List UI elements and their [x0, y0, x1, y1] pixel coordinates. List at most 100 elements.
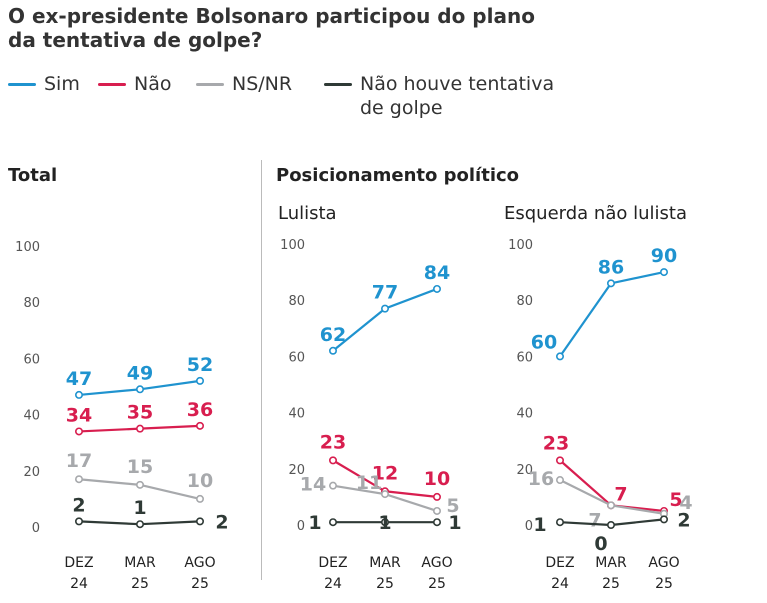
data-label: 1: [378, 512, 391, 534]
y-tick-label: 60: [516, 350, 533, 365]
x-tick-label: AGO: [184, 555, 215, 571]
y-tick-label: 40: [516, 407, 533, 422]
data-label: 1: [448, 512, 461, 534]
section-total: Total: [8, 165, 58, 186]
data-label: 10: [424, 468, 450, 490]
legend-swatch-nsnr: [196, 83, 224, 86]
data-point: [432, 506, 441, 515]
data-point: [196, 376, 205, 385]
data-point: [555, 352, 564, 361]
data-point: [196, 421, 205, 430]
x-tick-label-year: 25: [655, 576, 673, 592]
data-label: 23: [543, 432, 569, 454]
data-label: 47: [66, 368, 92, 390]
x-tick-label-year: 25: [602, 576, 620, 592]
data-point: [196, 517, 205, 526]
data-point: [606, 279, 615, 288]
y-tick-label: 100: [15, 240, 40, 255]
data-point: [196, 494, 205, 503]
x-tick-label-year: 24: [324, 576, 342, 592]
data-point: [75, 427, 84, 436]
y-tick-label: 0: [525, 519, 533, 534]
chart-title: O ex-presidente Bolsonaro participou do …: [8, 4, 535, 52]
data-point: [432, 284, 441, 293]
data-label: 62: [320, 324, 346, 346]
data-point: [555, 518, 564, 527]
y-tick-label: 20: [288, 463, 305, 478]
x-tick-label-year: 24: [70, 576, 88, 592]
y-tick-label: 80: [23, 296, 40, 311]
data-label: 36: [187, 399, 213, 421]
data-label: 0: [594, 533, 607, 555]
data-label: 7: [614, 483, 627, 505]
data-label: 86: [598, 256, 624, 278]
data-label: 90: [651, 245, 677, 267]
y-tick-label: 60: [288, 350, 305, 365]
data-point: [432, 518, 441, 527]
data-label: 10: [187, 470, 213, 492]
legend-label-sim: Sim: [44, 73, 80, 95]
y-tick-label: 20: [516, 463, 533, 478]
y-tick-label: 40: [288, 407, 305, 422]
data-label: 23: [320, 431, 346, 453]
data-label: 15: [127, 456, 153, 478]
data-point: [328, 481, 337, 490]
data-point: [606, 520, 615, 529]
data-label: 5: [669, 489, 682, 511]
y-tick-label: 80: [516, 294, 533, 309]
data-label: 5: [446, 495, 459, 517]
data-point: [432, 492, 441, 501]
x-tick-label: MAR: [369, 555, 401, 571]
data-point: [659, 268, 668, 277]
x-tick-label-year: 25: [131, 576, 149, 592]
legend-swatch-nao-houve: [324, 83, 352, 86]
data-point: [659, 515, 668, 524]
section-positioning: Posicionamento político: [276, 165, 520, 186]
data-label: 1: [308, 512, 321, 534]
data-label: 2: [215, 511, 228, 533]
x-tick-label: DEZ: [318, 555, 347, 571]
data-point: [328, 346, 337, 355]
x-tick-label: AGO: [648, 555, 679, 571]
data-label: 7: [588, 509, 601, 531]
data-label: 12: [372, 462, 398, 484]
y-tick-label: 80: [288, 294, 305, 309]
data-label: 1: [133, 497, 146, 519]
data-point: [328, 518, 337, 527]
legend-label-nao-houve: Não houve tentativa de golpe: [360, 73, 555, 119]
legend: Sim Não NS/NR Não houve tentativa de gol…: [8, 68, 628, 128]
data-point: [75, 390, 84, 399]
y-tick-label: 20: [23, 465, 40, 480]
legend-swatch-nao: [98, 83, 126, 86]
data-label: 2: [72, 494, 85, 516]
panel-title-lulista: Lulista: [278, 203, 337, 224]
data-point: [380, 304, 389, 313]
x-tick-label: DEZ: [545, 555, 574, 571]
legend-swatch-sim: [8, 83, 36, 86]
data-point: [380, 490, 389, 499]
data-label: 52: [187, 354, 213, 376]
data-point: [380, 518, 389, 527]
data-point: [75, 475, 84, 484]
data-label: 35: [127, 402, 153, 424]
data-label: 2: [677, 509, 690, 531]
x-tick-label-year: 24: [551, 576, 569, 592]
data-point: [136, 424, 145, 433]
y-tick-label: 40: [23, 409, 40, 424]
y-tick-label: 100: [280, 238, 305, 253]
x-tick-label-year: 25: [428, 576, 446, 592]
legend-label-nao: Não: [134, 73, 172, 95]
data-point: [136, 480, 145, 489]
data-label: 1: [533, 514, 546, 536]
y-tick-label: 0: [32, 521, 40, 536]
data-label: 34: [66, 404, 92, 426]
data-point: [555, 476, 564, 485]
x-tick-label: MAR: [124, 555, 156, 571]
data-label: 4: [679, 492, 692, 514]
data-point: [75, 517, 84, 526]
data-label: 77: [372, 282, 398, 304]
data-label: 60: [531, 331, 557, 353]
data-point: [606, 501, 615, 510]
x-tick-label: DEZ: [64, 555, 93, 571]
